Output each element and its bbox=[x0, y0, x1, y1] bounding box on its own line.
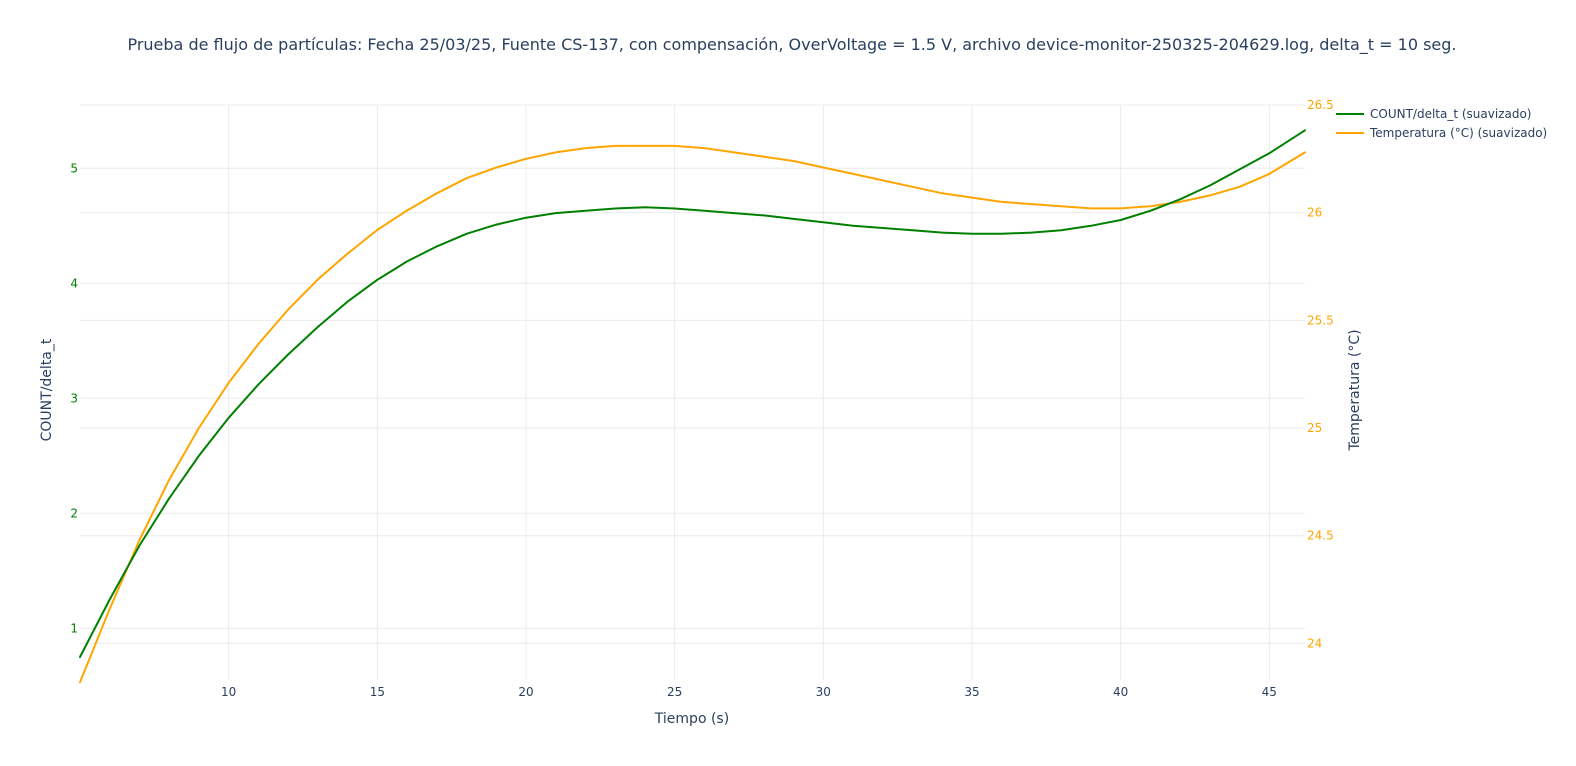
series-line-y2 bbox=[79, 144, 1306, 684]
y2-tick-label: 25 bbox=[1307, 421, 1322, 435]
x-tick-label: 30 bbox=[816, 685, 831, 699]
legend-item[interactable]: COUNT/delta_t (suavizado) bbox=[1336, 107, 1532, 121]
x-tick-label: 35 bbox=[964, 685, 979, 699]
y-gridlines bbox=[80, 167, 1305, 629]
y-tick-label: 5 bbox=[70, 161, 78, 175]
series-line-y bbox=[79, 129, 1306, 658]
x-tick-label: 40 bbox=[1113, 685, 1128, 699]
y-tick-labels: 1 2 3 4 5 bbox=[70, 161, 78, 635]
chart-title: Prueba de flujo de partículas: Fecha 25/… bbox=[127, 35, 1456, 55]
x-gridlines bbox=[228, 105, 1270, 680]
legend-item[interactable]: Temperatura (°C) (suavizado) bbox=[1336, 126, 1547, 140]
legend[interactable]: COUNT/delta_t (suavizado) Temperatura (°C… bbox=[1336, 107, 1547, 140]
y-tick-label: 4 bbox=[70, 276, 78, 290]
y2-tick-label: 24.5 bbox=[1307, 529, 1334, 543]
x-tick-label: 10 bbox=[221, 685, 236, 699]
y2-axis-title: Temperatura (°C) bbox=[1347, 329, 1363, 451]
x-tick-label: 25 bbox=[667, 685, 682, 699]
series-layer bbox=[79, 129, 1306, 684]
y2-gridlines bbox=[80, 104, 1305, 644]
y-tick-label: 1 bbox=[70, 621, 78, 635]
x-axis-title: Tiempo (s) bbox=[654, 711, 729, 727]
y-tick-label: 3 bbox=[70, 391, 78, 405]
x-tick-labels: 10 15 20 25 30 35 40 45 bbox=[221, 685, 1277, 699]
x-tick-label: 20 bbox=[518, 685, 533, 699]
y2-tick-labels: 24 24.5 25 25.5 26 26.5 bbox=[1307, 98, 1334, 650]
x-tick-label: 45 bbox=[1262, 685, 1277, 699]
y2-tick-label: 26 bbox=[1307, 206, 1322, 220]
y2-tick-label: 25.5 bbox=[1307, 313, 1334, 327]
y2-tick-label: 26.5 bbox=[1307, 98, 1334, 112]
x-tick-label: 15 bbox=[370, 685, 385, 699]
y-tick-label: 2 bbox=[70, 506, 78, 520]
y2-tick-label: 24 bbox=[1307, 636, 1322, 650]
y-axis-title: COUNT/delta_t bbox=[39, 338, 55, 441]
legend-label: Temperatura (°C) (suavizado) bbox=[1369, 126, 1547, 140]
legend-label: COUNT/delta_t (suavizado) bbox=[1370, 107, 1532, 121]
